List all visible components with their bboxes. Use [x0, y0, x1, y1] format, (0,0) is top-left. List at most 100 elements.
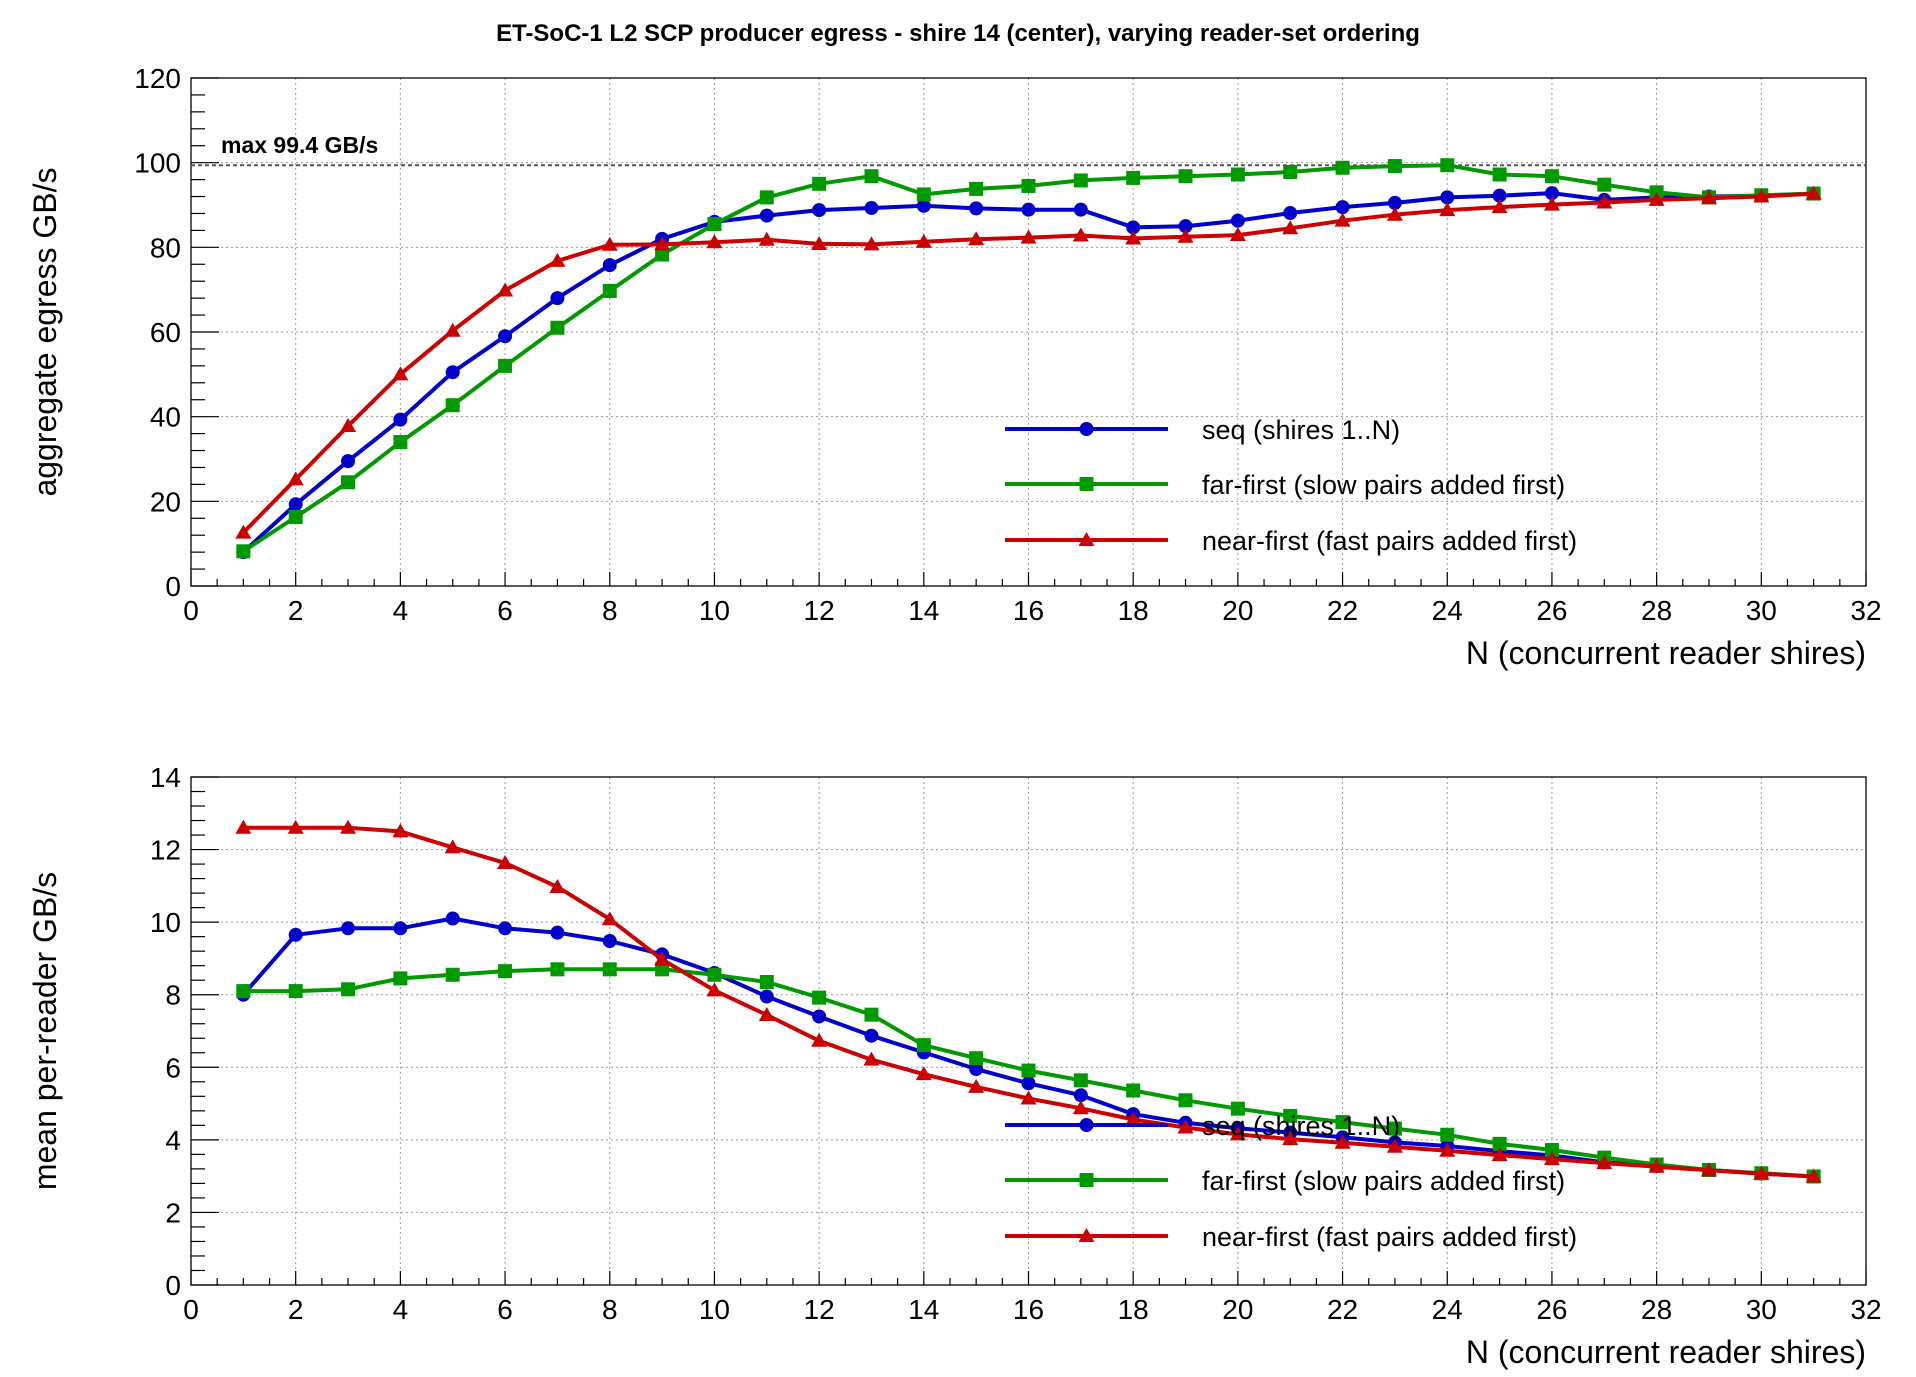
legend-item-near: near-first (fast pairs added first): [1005, 1222, 1577, 1252]
data-point-seq: [550, 925, 565, 940]
figure-title: ET-SoC-1 L2 SCP producer egress - shire …: [496, 20, 1420, 47]
data-point-near: [1229, 227, 1246, 242]
grid: [191, 777, 1866, 1285]
x-tick-label: 6: [497, 1294, 513, 1325]
x-tick-label: 32: [1850, 1294, 1881, 1325]
data-point-near: [235, 524, 252, 539]
x-tick-label: 22: [1327, 595, 1358, 626]
x-axis-label: N (concurrent reader shires): [1466, 635, 1866, 671]
data-point-near: [1753, 188, 1770, 203]
data-point-far: [393, 435, 408, 450]
data-point-near: [340, 819, 357, 834]
data-point-far: [602, 962, 617, 977]
x-tick-label: 28: [1641, 1294, 1672, 1325]
data-point-near: [601, 911, 618, 926]
data-point-far: [445, 967, 460, 982]
x-tick-label: 14: [908, 595, 939, 626]
data-point-near: [1125, 230, 1142, 245]
data-point-near: [1491, 1147, 1508, 1162]
y-tick-label: 100: [134, 148, 181, 179]
legend-label-seq: seq (shires 1..N): [1202, 415, 1400, 445]
data-point-seq: [759, 208, 774, 223]
data-point-seq: [1230, 213, 1245, 228]
per-reader-panel: 0 2 4 6 8 10 12 14 16 18 20 22 24 26 28 30 3202468101214…: [27, 762, 1882, 1370]
data-point-near: [1648, 191, 1665, 206]
data-point-near: [915, 1066, 932, 1081]
data-point-near: [968, 231, 985, 246]
aggregate-egress-panel: 0 2 4 6 8 10 12 14 16 18 20 22 24 26 28 30 3202040608010…: [27, 63, 1882, 671]
data-point-near: [1805, 1168, 1822, 1183]
data-point-seq: [602, 258, 617, 273]
data-point-near: [1596, 194, 1613, 209]
data-point-near: [497, 282, 514, 297]
x-tick-label: 26: [1536, 595, 1567, 626]
data-point-near: [915, 233, 932, 248]
data-point-far: [498, 964, 513, 979]
max-reference-label: max 99.4 GB/s: [221, 132, 378, 158]
data-point-far: [1126, 1083, 1141, 1098]
data-point-near: [1805, 185, 1822, 200]
data-point-near: [863, 236, 880, 251]
y-axis-label: aggregate egress GB/s: [27, 167, 63, 496]
x-tick-label: 22: [1327, 1294, 1358, 1325]
y-tick-label: 0: [165, 571, 181, 602]
data-point-far: [1230, 1101, 1245, 1116]
data-point-far: [916, 187, 931, 202]
data-point-seq: [812, 1009, 827, 1024]
legend-item-near: near-first (fast pairs added first): [1005, 526, 1577, 556]
legend: seq (shires 1..N) far-first (slow pairs a…: [1005, 415, 1577, 556]
data-point-near: [1282, 220, 1299, 235]
data-point-near: [1229, 1126, 1246, 1141]
data-point-far: [1335, 160, 1350, 175]
data-point-near: [549, 252, 566, 267]
data-point-seq: [864, 1028, 879, 1043]
x-tick-label: 24: [1432, 1294, 1463, 1325]
data-point-near: [1700, 190, 1717, 205]
data-point-seq: [1283, 206, 1298, 221]
data-point-far: [969, 181, 984, 196]
data-point-far: [759, 190, 774, 205]
data-point-far: [1544, 169, 1559, 184]
x-tick-label: 30: [1746, 1294, 1777, 1325]
axis-ticks: [190, 77, 1867, 587]
data-point-far: [1335, 1115, 1350, 1130]
y-tick-label: 20: [150, 486, 181, 517]
data-point-near: [1282, 1131, 1299, 1146]
x-tick-label: 18: [1118, 595, 1149, 626]
data-point-near: [1753, 1165, 1770, 1180]
data-point-near: [392, 823, 409, 838]
y-tick-label: 6: [165, 1052, 181, 1083]
data-point-far: [916, 1038, 931, 1053]
data-point-seq: [1492, 188, 1507, 203]
data-point-near: [444, 322, 461, 337]
data-point-far: [1178, 169, 1193, 184]
series-near: [235, 819, 1822, 1183]
data-point-far: [1440, 158, 1455, 173]
legend-item-far: far-first (slow pairs added first): [1005, 1166, 1565, 1196]
y-tick-label: 14: [150, 762, 181, 793]
data-point-far: [1492, 1136, 1507, 1151]
axis-ticks: [190, 776, 1867, 1286]
data-point-far: [341, 982, 356, 997]
data-point-seq: [1021, 202, 1036, 217]
legend-label-near: near-first (fast pairs added first): [1202, 1222, 1577, 1252]
data-point-seq: [1073, 202, 1088, 217]
data-point-near: [1020, 229, 1037, 244]
legend-item-far: far-first (slow pairs added first): [1005, 470, 1565, 500]
data-point-near: [1177, 228, 1194, 243]
x-tick-label: 4: [393, 595, 409, 626]
data-point-seq: [550, 291, 565, 306]
data-point-far: [1073, 173, 1088, 188]
legend-label-near: near-first (fast pairs added first): [1202, 526, 1577, 556]
data-point-seq: [1021, 1076, 1036, 1091]
data-point-far: [1544, 1143, 1559, 1158]
data-point-near: [1072, 227, 1089, 242]
data-point-near: [392, 366, 409, 381]
legend-marker-far: [1079, 477, 1094, 491]
legend-marker-seq: [1079, 1118, 1094, 1132]
data-point-seq: [864, 200, 879, 215]
data-point-far: [1283, 164, 1298, 179]
legend-item-seq: seq (shires 1..N): [1005, 1111, 1400, 1141]
data-point-seq: [1387, 195, 1402, 210]
